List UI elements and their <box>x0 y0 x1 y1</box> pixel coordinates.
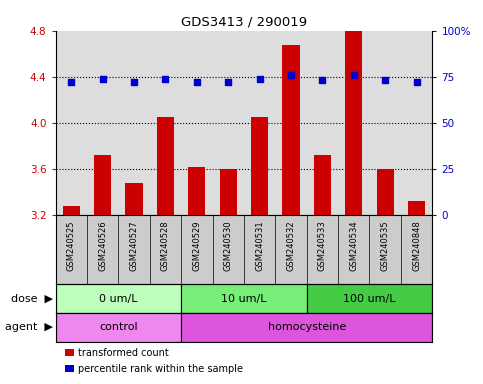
Point <box>256 76 264 82</box>
Text: GSM240529: GSM240529 <box>192 220 201 271</box>
Bar <box>314 155 331 215</box>
Text: GSM240533: GSM240533 <box>318 220 327 271</box>
Point <box>350 72 357 78</box>
Text: GSM240534: GSM240534 <box>349 220 358 271</box>
Bar <box>63 206 80 215</box>
Bar <box>345 28 362 215</box>
Bar <box>408 201 425 215</box>
Point <box>130 79 138 85</box>
Text: GSM240527: GSM240527 <box>129 220 139 271</box>
Title: GDS3413 / 290019: GDS3413 / 290019 <box>181 15 307 28</box>
Point <box>382 78 389 84</box>
Text: agent  ▶: agent ▶ <box>5 322 53 333</box>
Text: 0 um/L: 0 um/L <box>99 293 138 304</box>
Bar <box>126 183 142 215</box>
Text: percentile rank within the sample: percentile rank within the sample <box>78 364 243 374</box>
Point <box>99 76 107 82</box>
Bar <box>377 169 394 215</box>
Bar <box>188 167 205 215</box>
Point <box>224 79 232 85</box>
Text: control: control <box>99 322 138 333</box>
Point <box>68 79 75 85</box>
Text: GSM240531: GSM240531 <box>255 220 264 271</box>
Point <box>319 78 327 84</box>
Bar <box>307 284 432 313</box>
Text: GSM240525: GSM240525 <box>67 220 76 271</box>
Point <box>287 72 295 78</box>
Bar <box>157 117 174 215</box>
Text: GSM240848: GSM240848 <box>412 220 421 271</box>
Text: transformed count: transformed count <box>78 348 169 358</box>
Bar <box>56 284 181 313</box>
Bar <box>181 284 307 313</box>
Text: GSM240526: GSM240526 <box>98 220 107 271</box>
Text: GSM240535: GSM240535 <box>381 220 390 271</box>
Point <box>193 79 201 85</box>
Bar <box>283 45 299 215</box>
Text: GSM240530: GSM240530 <box>224 220 233 271</box>
Text: GSM240528: GSM240528 <box>161 220 170 271</box>
Text: GSM240532: GSM240532 <box>286 220 296 271</box>
Bar <box>56 313 181 342</box>
Text: 10 um/L: 10 um/L <box>221 293 267 304</box>
Text: homocysteine: homocysteine <box>268 322 346 333</box>
Bar <box>94 155 111 215</box>
Bar <box>220 169 237 215</box>
Bar <box>251 117 268 215</box>
Point <box>412 79 420 85</box>
Text: 100 um/L: 100 um/L <box>343 293 396 304</box>
Point <box>161 76 170 82</box>
Bar <box>181 313 432 342</box>
Text: dose  ▶: dose ▶ <box>11 293 53 304</box>
